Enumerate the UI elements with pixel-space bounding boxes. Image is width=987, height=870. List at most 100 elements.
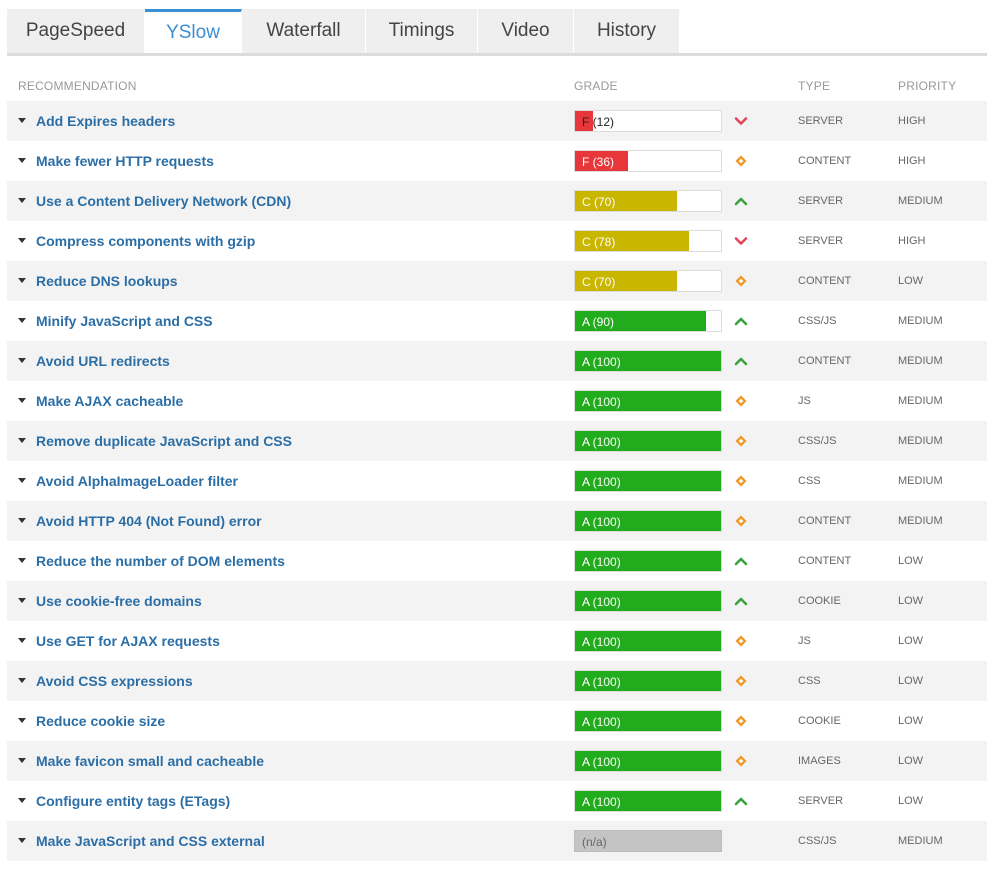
grade-label: C (70)	[582, 275, 616, 289]
recommendation-link[interactable]: Use cookie-free domains	[36, 593, 202, 609]
priority-cell: LOW	[898, 715, 924, 727]
recommendation-link[interactable]: Reduce DNS lookups	[36, 273, 178, 289]
expand-caret-icon[interactable]	[18, 398, 26, 403]
type-cell: CONTENT	[798, 275, 852, 287]
table-row[interactable]: Remove duplicate JavaScript and CSS A (10…	[7, 421, 987, 461]
grade-label: A (100)	[582, 395, 621, 409]
tab-history[interactable]: History	[574, 9, 680, 53]
up-chevron-icon	[734, 794, 748, 808]
recommendation-link[interactable]: Avoid HTTP 404 (Not Found) error	[36, 513, 262, 529]
grade-bar: A (100)	[574, 630, 722, 652]
table-row[interactable]: Make fewer HTTP requests F (36) CONTENT HIG…	[7, 141, 987, 181]
recommendation-link[interactable]: Remove duplicate JavaScript and CSS	[36, 433, 292, 449]
table-row[interactable]: Reduce the number of DOM elements A (100)…	[7, 541, 987, 581]
grade-label: A (100)	[582, 795, 621, 809]
grade-label: A (100)	[582, 555, 621, 569]
recommendation-link[interactable]: Make fewer HTTP requests	[36, 153, 214, 169]
table-row[interactable]: Make favicon small and cacheable A (100) I…	[7, 741, 987, 781]
expand-caret-icon[interactable]	[18, 358, 26, 363]
grade-bar-fill	[575, 671, 721, 691]
grade-bar: A (100)	[574, 510, 722, 532]
table-row[interactable]: Make JavaScript and CSS external (n/a) CSS…	[7, 821, 987, 861]
recommendation-link[interactable]: Avoid URL redirects	[36, 353, 170, 369]
recommendation-link[interactable]: Configure entity tags (ETags)	[36, 793, 231, 809]
expand-caret-icon[interactable]	[18, 238, 26, 243]
tab-video[interactable]: Video	[478, 9, 574, 53]
expand-caret-icon[interactable]	[18, 678, 26, 683]
expand-caret-icon[interactable]	[18, 478, 26, 483]
grade-bar: (n/a)	[574, 830, 722, 852]
table-row[interactable]: Add Expires headers F (12) SERVER HIGH	[7, 101, 987, 141]
recommendation-link[interactable]: Minify JavaScript and CSS	[36, 313, 213, 329]
recommendation-link[interactable]: Compress components with gzip	[36, 233, 256, 249]
recommendation-link[interactable]: Add Expires headers	[36, 113, 176, 129]
expand-caret-icon[interactable]	[18, 198, 26, 203]
table-row[interactable]: Minify JavaScript and CSS A (90) CSS/JS MED…	[7, 301, 987, 341]
recommendation-link[interactable]: Use GET for AJAX requests	[36, 633, 220, 649]
recommendation-link[interactable]: Avoid AlphaImageLoader filter	[36, 473, 238, 489]
expand-caret-icon[interactable]	[18, 318, 26, 323]
table-row[interactable]: Make AJAX cacheable A (100) JS MEDIUM	[7, 381, 987, 421]
grade-label: A (90)	[582, 315, 615, 329]
recommendation-link[interactable]: Make favicon small and cacheable	[36, 753, 264, 769]
grade-bar-fill	[575, 311, 707, 331]
type-cell: CONTENT	[798, 155, 852, 167]
grade-bar-fill	[575, 551, 721, 571]
expand-caret-icon[interactable]	[18, 638, 26, 643]
table-row[interactable]: Avoid URL redirects A (100) CONTENT MEDIUM	[7, 341, 987, 381]
table-header: RECOMMENDATION GRADE TYPE PRIORITY	[7, 70, 987, 101]
priority-cell: MEDIUM	[898, 515, 943, 527]
table-row[interactable]: Configure entity tags (ETags) A (100) SERV…	[7, 781, 987, 821]
expand-caret-icon[interactable]	[18, 838, 26, 843]
grade-label: A (100)	[582, 755, 621, 769]
priority-cell: MEDIUM	[898, 395, 943, 407]
priority-cell: LOW	[898, 675, 924, 687]
type-cell: SERVER	[798, 115, 844, 127]
table-row[interactable]: Avoid HTTP 404 (Not Found) error A (100) C…	[7, 501, 987, 541]
recommendation-link[interactable]: Make JavaScript and CSS external	[36, 833, 265, 849]
grade-label: A (100)	[582, 715, 621, 729]
type-cell: SERVER	[798, 195, 844, 207]
expand-caret-icon[interactable]	[18, 438, 26, 443]
expand-caret-icon[interactable]	[18, 718, 26, 723]
type-cell: CSS/JS	[798, 435, 837, 447]
expand-caret-icon[interactable]	[18, 518, 26, 523]
expand-caret-icon[interactable]	[18, 598, 26, 603]
table-row[interactable]: Avoid CSS expressions A (100) CSS LOW	[7, 661, 987, 701]
tab-waterfall[interactable]: Waterfall	[242, 9, 366, 53]
table-row[interactable]: Use cookie-free domains A (100) COOKIE LOW	[7, 581, 987, 621]
table-row[interactable]: Compress components with gzip C (78) SERVE…	[7, 221, 987, 261]
tab-pagespeed[interactable]: PageSpeed	[7, 9, 145, 53]
type-cell: COOKIE	[798, 715, 841, 727]
grade-label: A (100)	[582, 475, 621, 489]
header-priority: PRIORITY	[898, 79, 957, 93]
recommendation-link[interactable]: Avoid CSS expressions	[36, 673, 193, 689]
recommendation-link[interactable]: Use a Content Delivery Network (CDN)	[36, 193, 292, 209]
tab-underline	[7, 53, 987, 56]
grade-label: A (100)	[582, 355, 621, 369]
table-row[interactable]: Use GET for AJAX requests A (100) JS LOW	[7, 621, 987, 661]
table-row[interactable]: Reduce cookie size A (100) COOKIE LOW	[7, 701, 987, 741]
grade-bar: A (100)	[574, 590, 722, 612]
type-cell: JS	[798, 635, 811, 647]
expand-caret-icon[interactable]	[18, 118, 26, 123]
type-cell: SERVER	[798, 235, 844, 247]
expand-caret-icon[interactable]	[18, 158, 26, 163]
table-row[interactable]: Avoid AlphaImageLoader filter A (100) CSS M…	[7, 461, 987, 501]
table-row[interactable]: Reduce DNS lookups C (70) CONTENT LOW	[7, 261, 987, 301]
priority-cell: MEDIUM	[898, 355, 943, 367]
expand-caret-icon[interactable]	[18, 798, 26, 803]
table-row[interactable]: Use a Content Delivery Network (CDN) C (7…	[7, 181, 987, 221]
grade-label: (n/a)	[582, 835, 607, 849]
type-cell: CSS/JS	[798, 315, 837, 327]
tab-yslow[interactable]: YSlow	[145, 9, 242, 53]
grade-bar-fill	[575, 391, 721, 411]
recommendation-link[interactable]: Make AJAX cacheable	[36, 393, 184, 409]
recommendation-link[interactable]: Reduce cookie size	[36, 713, 166, 729]
tab-timings[interactable]: Timings	[366, 9, 478, 53]
recommendation-link[interactable]: Reduce the number of DOM elements	[36, 553, 285, 569]
expand-caret-icon[interactable]	[18, 758, 26, 763]
expand-caret-icon[interactable]	[18, 278, 26, 283]
expand-caret-icon[interactable]	[18, 558, 26, 563]
grade-label: F (36)	[582, 155, 615, 169]
